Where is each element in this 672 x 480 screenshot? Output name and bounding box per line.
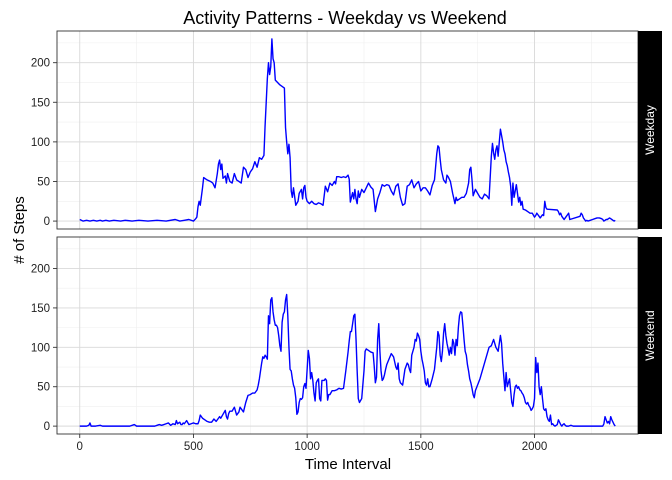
y-tick-label: 100 [31, 137, 50, 149]
x-tick-label: 2000 [522, 441, 548, 453]
panel-weekday: 0 50 100 150 200 Weekday [31, 30, 662, 230]
panel-border [56, 30, 639, 230]
y-tick-label: 0 [44, 421, 50, 433]
y-tick-label: 200 [31, 264, 50, 276]
y-tick-label: 200 [31, 58, 50, 70]
y-axis-title: # of Steps [11, 196, 28, 264]
facet-strip [638, 31, 662, 229]
series-line-weekday [79, 38, 616, 222]
x-axis-title: Time Interval [305, 456, 391, 473]
y-tick-label: 50 [37, 382, 50, 394]
panel-border [56, 236, 639, 435]
x-tick-label: 1500 [408, 441, 434, 453]
panel-weekend: 0 50 100 150 200 Weekend 0 500 1000 1500 2000 [31, 236, 662, 453]
facet-strip-label: Weekend [643, 310, 657, 360]
facet-strip-label: Weekday [643, 105, 657, 155]
series-line-weekend [79, 293, 616, 427]
facet-panels: 0 50 100 150 200 Weekday 0 50 100 150 200 Weekend 0 5… [31, 30, 662, 453]
y-tick-label: 100 [31, 342, 50, 354]
x-tick-label: 1000 [294, 441, 320, 453]
x-tick-label: 500 [184, 441, 203, 453]
facet-strip [638, 237, 662, 434]
y-tick-label: 50 [37, 176, 50, 188]
y-tick-label: 150 [31, 303, 50, 315]
x-tick-label: 0 [77, 441, 83, 453]
y-tick-label: 0 [44, 216, 50, 228]
y-tick-label: 150 [31, 97, 50, 109]
chart-title: Activity Patterns - Weekday vs Weekend [183, 8, 506, 28]
